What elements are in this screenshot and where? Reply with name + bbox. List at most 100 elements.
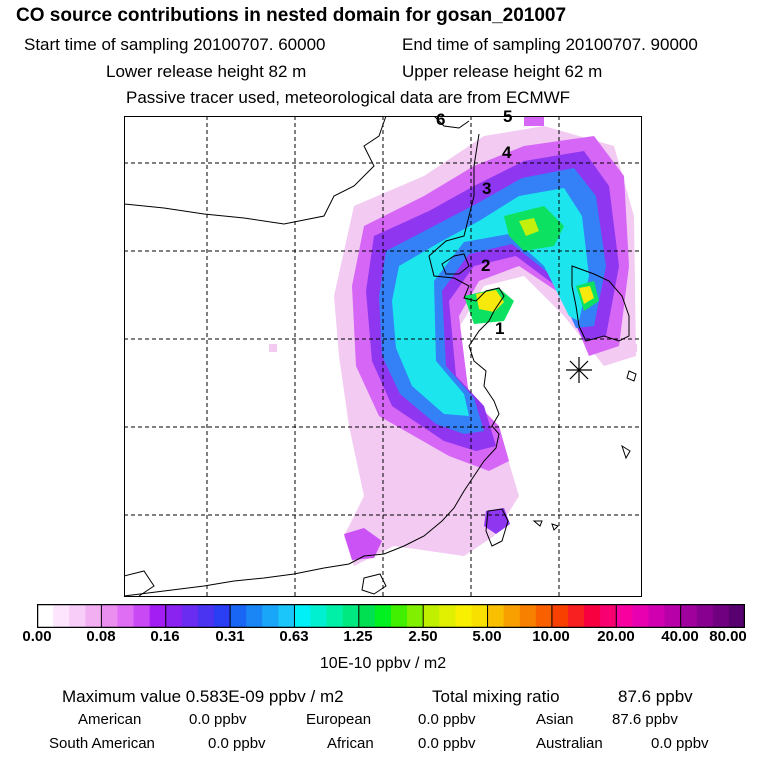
- colorbar-swatch: [342, 604, 360, 628]
- colorbar-swatch: [487, 604, 505, 628]
- colorbar-tick: 2.50: [408, 628, 438, 645]
- colorbar-tick: 0.31: [215, 628, 245, 645]
- colorbar-swatch: [149, 604, 167, 628]
- colorbar-swatch: [326, 604, 344, 628]
- colorbar-swatch: [423, 604, 440, 628]
- region-value-european: 0.0 ppbv: [418, 711, 476, 728]
- region-name-south-american: South American: [49, 735, 155, 752]
- colorbar-tick: 0.08: [86, 628, 116, 645]
- source-contribution-map: 1 2 3 4 5 6: [124, 108, 642, 597]
- colorbar-swatch: [262, 604, 279, 628]
- region-name-american: American: [78, 711, 142, 728]
- region-name-asian: Asian: [536, 711, 574, 728]
- trajectory-label-1: 1: [495, 319, 505, 338]
- region-name-european: European: [306, 711, 372, 728]
- colorbar-unit: 10E-10 ppbv / m2: [319, 655, 447, 672]
- end-time-label: End time of sampling 20100707. 90000: [402, 35, 698, 54]
- colorbar-swatch: [664, 604, 682, 628]
- colorbar-tick: 80.00: [709, 628, 747, 645]
- region-value-african: 0.0 ppbv: [418, 735, 476, 752]
- trajectory-label-6: 6: [436, 110, 446, 129]
- japan-islands: [532, 370, 637, 531]
- colorbar-swatch: [181, 604, 199, 628]
- indochina-coast: [124, 570, 155, 597]
- colorbar-swatch: [358, 604, 376, 628]
- colorbar-swatch: [712, 604, 730, 628]
- colorbar-swatch: [214, 604, 231, 628]
- colorbar-tick: 5.00: [472, 628, 502, 645]
- colorbar-swatch: [455, 604, 473, 628]
- colorbar-swatch: [584, 604, 601, 628]
- colorbar-swatch: [230, 604, 247, 628]
- trajectory-label-2: 2: [481, 256, 491, 275]
- colorbar-swatch: [728, 604, 746, 628]
- mainland-coast: [124, 116, 505, 597]
- korea-coast: [571, 265, 630, 342]
- map-frame: [124, 116, 642, 597]
- colorbar-swatch: [101, 604, 119, 628]
- hainan-coast: [361, 573, 387, 595]
- colorbar-tick: 1.25: [343, 628, 373, 645]
- colorbar-swatch: [471, 604, 489, 628]
- colorbar-swatch: [53, 604, 70, 628]
- lower-release-height-label: Lower release height 82 m: [106, 62, 307, 81]
- taiwan-coast: [485, 508, 509, 547]
- region-value-australian: 0.0 ppbv: [651, 735, 709, 752]
- total-mixing-ratio-label: Total mixing ratio: [432, 687, 560, 706]
- station-star-icon: [566, 357, 592, 383]
- colorbar-swatch: [503, 604, 521, 628]
- start-time-label: Start time of sampling 20100707. 60000: [24, 35, 326, 54]
- colorbar-swatch: [133, 604, 151, 628]
- trajectory-label-5: 5: [503, 107, 513, 126]
- colorbar-swatch: [680, 604, 698, 628]
- colorbar-swatch: [551, 604, 569, 628]
- upper-release-height-label: Upper release height 62 m: [402, 62, 603, 81]
- colorbar-swatch: [374, 604, 392, 628]
- lat-lon-grid: [124, 116, 642, 597]
- colorbar-swatch: [69, 604, 86, 628]
- plot-title: CO source contributions in nested domain…: [16, 5, 567, 26]
- region-name-australian: Australian: [536, 735, 603, 752]
- total-mixing-ratio-value: 87.6 ppbv: [618, 687, 693, 706]
- colorbar-swatch: [85, 604, 102, 628]
- colorbar-tick: 0.00: [22, 628, 52, 645]
- colorbar-tick: 40.00: [661, 628, 699, 645]
- colorbar-swatch: [600, 604, 617, 628]
- trajectory-label-4: 4: [502, 143, 512, 162]
- colorbar-swatch: [648, 604, 666, 628]
- colorbar-tick: 20.00: [597, 628, 635, 645]
- colorbar-swatch: [391, 604, 408, 628]
- colorbar-swatch: [310, 604, 328, 628]
- region-value-american: 0.0 ppbv: [189, 711, 247, 728]
- colorbar-swatch: [294, 604, 312, 628]
- colorbar-tick: 0.63: [279, 628, 309, 645]
- colorbar-swatch: [246, 604, 263, 628]
- colorbar-swatch: [439, 604, 456, 628]
- region-value-south-american: 0.0 ppbv: [208, 735, 266, 752]
- field-southwest: [344, 528, 382, 560]
- trajectory-label-3: 3: [482, 179, 492, 198]
- colorbar-frame: [36, 603, 746, 629]
- colorbar-swatch: [696, 604, 714, 628]
- maximum-value-label: Maximum value 0.583E-09 ppbv / m2: [62, 687, 344, 706]
- colorbar-swatch: [632, 604, 650, 628]
- colorbar-swatch: [616, 604, 633, 628]
- colorbar-swatch: [197, 604, 215, 628]
- coastlines: [124, 116, 637, 597]
- colorbar-swatch: [117, 604, 135, 628]
- bohai-coast: [441, 253, 470, 275]
- colorbar-swatch: [165, 604, 183, 628]
- region-name-african: African: [327, 735, 374, 752]
- colorbar-swatch: [37, 604, 54, 628]
- colorbar-swatch: [535, 604, 553, 628]
- colorbar-swatch: [407, 604, 424, 628]
- tracer-note: Passive tracer used, meteorological data…: [126, 88, 571, 107]
- region-value-asian: 87.6 ppbv: [612, 711, 678, 728]
- colorbar: [36, 603, 746, 629]
- colorbar-swatch: [278, 604, 296, 628]
- colorbar-swatch: [519, 604, 537, 628]
- contribution-field: [269, 116, 637, 566]
- colorbar-tick: 0.16: [150, 628, 180, 645]
- colorbar-swatch: [568, 604, 585, 628]
- colorbar-tick: 10.00: [532, 628, 570, 645]
